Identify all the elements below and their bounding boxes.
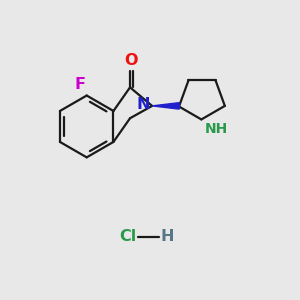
Text: F: F <box>75 77 86 92</box>
Text: NH: NH <box>204 122 228 136</box>
Text: H: H <box>161 230 174 244</box>
Text: O: O <box>124 53 138 68</box>
Polygon shape <box>152 103 179 109</box>
Text: N: N <box>136 97 150 112</box>
Text: Cl: Cl <box>119 230 137 244</box>
